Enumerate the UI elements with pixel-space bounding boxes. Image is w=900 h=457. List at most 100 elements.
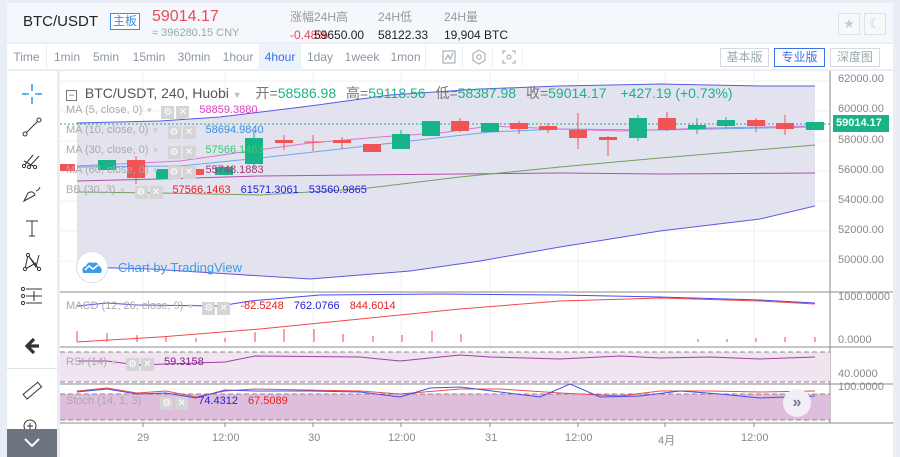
indicator-ma10[interactable]: MA (10, close, 0) ▼ ⚙ ✕ 58694.9840: [66, 124, 264, 139]
favorite-button[interactable]: ★: [838, 13, 860, 35]
tf-1mon[interactable]: 1mon: [386, 44, 426, 70]
indicator-rsi[interactable]: RSI (14) ▼ ⚙ ✕ 59.3158: [66, 356, 204, 371]
gear-icon[interactable]: ⚙: [161, 106, 175, 119]
indicator-value: 844.6014: [349, 300, 396, 312]
price-axis-label: 56000.00: [838, 164, 884, 176]
tradingview-watermark[interactable]: Chart by TradingView: [76, 251, 242, 283]
brush-tool[interactable]: [19, 180, 45, 206]
gear-icon[interactable]: ⚙: [167, 146, 181, 159]
stat-value: -0.48%: [290, 28, 329, 42]
price-axis-label: 54000.00: [838, 194, 884, 206]
chart-type-icon: [442, 50, 455, 64]
dropdown-icon[interactable]: ▼: [232, 90, 242, 100]
gear-icon[interactable]: ⚙: [167, 126, 181, 139]
time-axis-label: 12:00: [388, 432, 416, 444]
indicator-name: BB (30, 3): [66, 184, 116, 196]
tf-1min[interactable]: 1min: [53, 50, 80, 64]
gear-icon[interactable]: ⚙: [202, 302, 216, 315]
board-badge: 主板: [110, 13, 141, 30]
chart-type-button[interactable]: [435, 47, 463, 67]
high-value: 59118.56: [368, 85, 426, 101]
text-icon: [26, 220, 38, 237]
indicator-macd[interactable]: MACD (12, 26, close, 9) ▼ ⚙ ✕ -82.5248 762.0…: [66, 300, 396, 315]
measure-tool[interactable]: [19, 283, 45, 309]
scroll-to-realtime-button[interactable]: »: [783, 389, 811, 417]
text-tool[interactable]: [19, 215, 45, 241]
tf-1week[interactable]: 1week: [344, 50, 380, 64]
pattern-tool[interactable]: [19, 249, 45, 275]
indicator-value: 74.4312: [198, 395, 238, 407]
gear-icon[interactable]: ⚙: [134, 186, 148, 199]
close-icon[interactable]: ✕: [217, 302, 231, 315]
stat-label: 24H高: [314, 10, 349, 24]
indicator-bb[interactable]: BB (30, 3) ▼ ⚙ ✕ 57566.1463 61571.3061 53560.…: [66, 184, 367, 199]
trend-line-tool[interactable]: [19, 114, 45, 140]
chart-canvas[interactable]: [60, 71, 893, 457]
price-axis-label: 60000.00: [838, 103, 884, 115]
time-axis-label: 31: [485, 432, 498, 444]
gear-icon[interactable]: ⚙: [125, 358, 139, 371]
chart-area[interactable]: − BTC/USDT, 240, Huobi ▼ 开=58586.98 高=59…: [60, 71, 893, 457]
night-mode-button[interactable]: ☾: [864, 13, 886, 35]
basic-view-button[interactable]: 基本版: [720, 48, 769, 67]
indicator-name: MA (30, close, 0): [66, 144, 149, 156]
pro-view-button[interactable]: 专业版: [774, 48, 825, 67]
indicator-value: 762.0766: [293, 300, 340, 312]
symbol-legend: − BTC/USDT, 240, Huobi ▼ 开=58586.98 高=59…: [66, 83, 733, 103]
fullscreen-icon: [502, 50, 515, 64]
pitchfork-tool[interactable]: [19, 147, 45, 173]
tf-1day[interactable]: 1day: [306, 50, 334, 64]
price-axis-label: 58000.00: [838, 134, 884, 146]
tf-1hour[interactable]: 1hour: [222, 50, 254, 64]
stat-label: 涨幅: [290, 10, 315, 24]
time-axis-label: 4月: [658, 435, 676, 447]
depth-chart-button[interactable]: 深度图: [830, 48, 880, 67]
macd-axis-label: 0.0000: [838, 334, 872, 346]
crosshair-icon: [22, 84, 42, 104]
close-icon[interactable]: ✕: [175, 397, 189, 410]
tf-15min[interactable]: 15min: [132, 50, 166, 64]
close-icon[interactable]: ✕: [140, 358, 154, 371]
crosshair-tool[interactable]: [19, 81, 45, 107]
indicators-button[interactable]: [465, 47, 493, 67]
close-icon[interactable]: ✕: [182, 146, 196, 159]
tf-time[interactable]: Time: [7, 44, 47, 70]
gear-icon[interactable]: ⚙: [167, 166, 181, 179]
measure-icon: [20, 286, 42, 306]
pattern-icon: [22, 252, 42, 272]
tf-30min[interactable]: 30min: [177, 50, 211, 64]
indicator-stoch[interactable]: Stoch (14, 1, 3) ▼ ⚙ ✕ 74.4312 67.5089: [66, 395, 288, 410]
collapse-tools-button[interactable]: [7, 429, 57, 457]
chevron-down-icon: [24, 438, 40, 448]
close-icon[interactable]: ✕: [149, 186, 163, 199]
indicator-name: MA (60, close, 0): [66, 164, 149, 176]
open-value: 58586.98: [277, 85, 337, 101]
collapse-legend-icon[interactable]: −: [66, 90, 77, 101]
indicator-ma30[interactable]: MA (30, close, 0) ▼ ⚙ ✕ 57566.1463: [66, 144, 264, 159]
last-price-tag: 59014.17: [833, 115, 889, 132]
indicator-ma60[interactable]: MA (60, close, 0) ▼ ⚙ ✕ 55748.1883: [66, 164, 264, 179]
time-axis-label: 12:00: [565, 432, 593, 444]
close-label: 收=: [525, 85, 549, 101]
tf-5min[interactable]: 5min: [92, 50, 119, 64]
moon-icon: ☾: [869, 16, 881, 31]
gear-icon[interactable]: ⚙: [160, 397, 174, 410]
close-icon[interactable]: ✕: [176, 106, 190, 119]
last-price: 59014.17: [152, 8, 219, 25]
close-icon[interactable]: ✕: [182, 126, 196, 139]
tf-4hour[interactable]: 4hour: [259, 44, 301, 70]
high-label: 高=: [346, 85, 369, 101]
stat-label: 24H量: [444, 10, 479, 24]
pair-title: BTC/USDT: [23, 13, 98, 30]
chart-toolbar: Time 1min 5min 15min 30min 1hour 4hour 1…: [7, 44, 893, 70]
stat-change: 涨幅 -0.48%: [290, 8, 328, 42]
fullscreen-button[interactable]: [495, 47, 523, 67]
time-axis-label: 12:00: [741, 432, 769, 444]
symbol-title[interactable]: BTC/USDT, 240, Huobi: [84, 85, 229, 101]
indicator-ma5[interactable]: MA (5, close, 0) ▼ ⚙ ✕ 58859.3880: [66, 104, 258, 119]
sidebar-divider: [7, 368, 57, 369]
ruler-tool[interactable]: [19, 378, 45, 404]
close-icon[interactable]: ✕: [182, 166, 196, 179]
stat-volume-24h: 24H量 19,904 BTC: [444, 8, 508, 42]
back-tool[interactable]: [19, 333, 45, 359]
